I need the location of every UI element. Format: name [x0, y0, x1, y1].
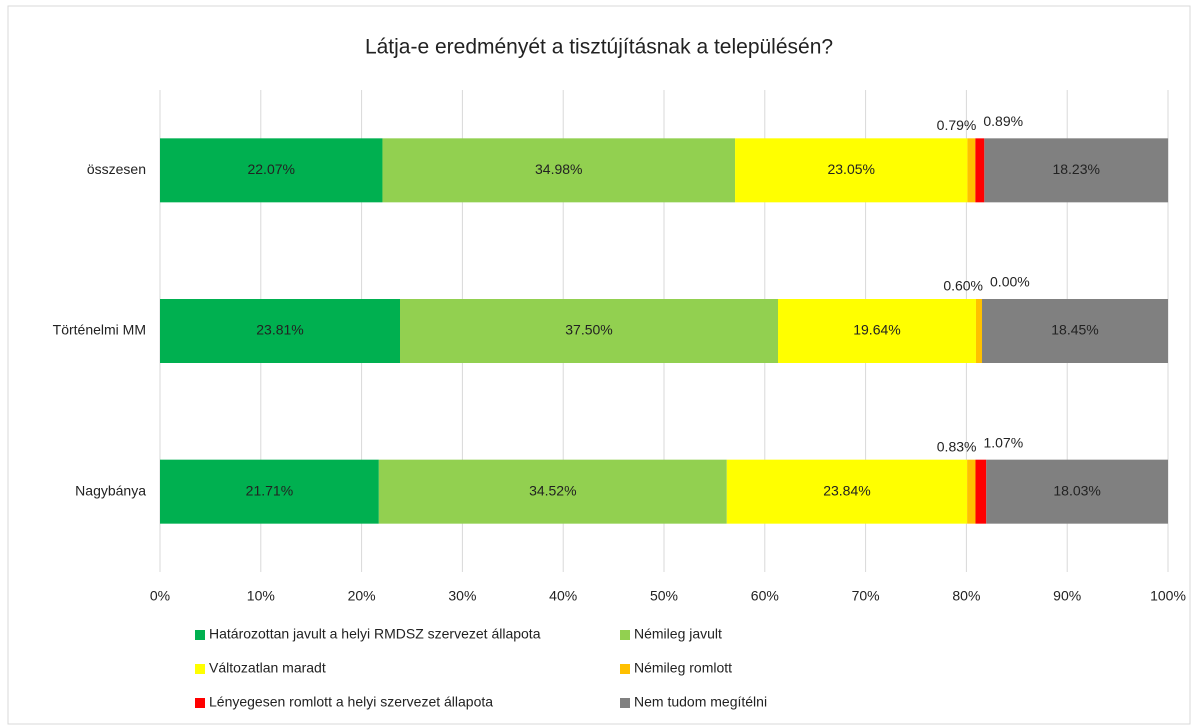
data-label: 0.79% — [937, 117, 977, 133]
data-label: 34.52% — [529, 482, 576, 498]
x-tick-label: 10% — [247, 588, 275, 604]
data-label: 19.64% — [853, 322, 900, 338]
legend-label: Határozottan javult a helyi RMDSZ szerve… — [209, 626, 541, 642]
y-tick-label: összesen — [87, 161, 146, 177]
legend-swatch — [620, 664, 630, 674]
legend-swatch — [195, 664, 205, 674]
y-tick-label: Történelmi MM — [53, 322, 146, 338]
bar-segment — [726, 459, 968, 524]
legend-swatch — [620, 698, 630, 708]
x-tick-label: 100% — [1150, 588, 1186, 604]
data-label: 18.03% — [1053, 482, 1100, 498]
data-label: 1.07% — [983, 434, 1023, 450]
x-tick-label: 0% — [150, 588, 170, 604]
chart-title: Látja-e eredményét a tisztújításnak a te… — [365, 36, 833, 59]
data-label: 0.89% — [983, 113, 1023, 129]
data-label: 0.83% — [937, 438, 977, 454]
x-tick-label: 60% — [751, 588, 779, 604]
bar-segment — [986, 459, 1168, 524]
bar-segment — [778, 299, 976, 363]
x-tick-label: 40% — [549, 588, 577, 604]
data-label: 0.00% — [990, 274, 1030, 290]
x-tick-label: 90% — [1053, 588, 1081, 604]
data-label: 0.60% — [943, 278, 983, 294]
bar-segment — [967, 138, 976, 203]
bar-segment — [400, 299, 779, 363]
chart-border — [7, 5, 1191, 725]
data-label: 23.81% — [256, 322, 303, 338]
data-label: 23.84% — [823, 482, 870, 498]
legend-label: Nem tudom megítélni — [634, 694, 767, 710]
bar-segment — [735, 138, 968, 203]
data-label: 34.98% — [535, 161, 582, 177]
x-tick-label: 70% — [852, 588, 880, 604]
data-label: 21.71% — [246, 482, 293, 498]
legend-swatch — [195, 630, 205, 640]
bar-segment — [382, 138, 736, 203]
bar-segment — [160, 299, 401, 363]
legend-label: Változatlan maradt — [209, 660, 326, 676]
bar-segment — [984, 138, 1169, 203]
bar-segment — [160, 459, 379, 524]
x-tick-label: 20% — [348, 588, 376, 604]
bar-segment — [982, 299, 1168, 363]
x-tick-label: 50% — [650, 588, 678, 604]
bar-segment — [160, 138, 383, 203]
legend-label: Némileg javult — [634, 626, 722, 642]
bar-segment — [967, 459, 976, 524]
data-label: 37.50% — [565, 322, 612, 338]
x-tick-label: 80% — [952, 588, 980, 604]
data-label: 18.45% — [1051, 322, 1098, 338]
bar-segment — [975, 459, 987, 524]
legend-swatch — [195, 698, 205, 708]
y-tick-label: Nagybánya — [75, 482, 146, 498]
data-label: 22.07% — [247, 161, 294, 177]
bar-segment — [975, 138, 985, 203]
bar-segment — [378, 459, 727, 524]
data-label: 18.23% — [1052, 161, 1099, 177]
legend-label: Lényegesen romlott a helyi szervezet áll… — [209, 694, 493, 710]
data-label: 23.05% — [827, 161, 874, 177]
bar-segment — [975, 299, 983, 363]
legend-label: Némileg romlott — [634, 660, 732, 676]
x-tick-label: 30% — [448, 588, 476, 604]
legend-swatch — [620, 630, 630, 640]
